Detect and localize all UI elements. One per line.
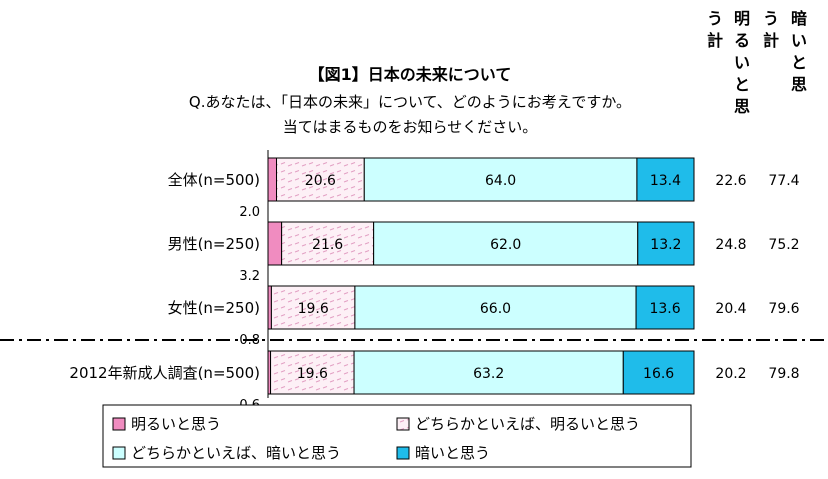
bright-total-column-header: 明るいと思 う計 [707,9,750,116]
bright-total-header-char: る [734,31,750,50]
bar-segment [267,285,272,330]
legend-swatch [112,446,126,460]
category-label: 女性(n=250) [168,299,260,317]
legend-swatch [396,417,410,431]
bar-segment [363,157,638,202]
chart-title: 【図1】日本の未来について [309,65,512,84]
bar-segment [637,221,695,266]
dark-total-header-char: 計 [763,31,779,50]
bar-segment [267,157,278,202]
bar-segment [270,350,355,395]
bar-segment [267,221,283,266]
data-label-small: 3.2 [239,269,260,284]
dark-total-header-char: い [791,31,807,50]
data-label: 21.6 [312,237,343,253]
category-label: 全体(n=500) [168,171,260,189]
bright-total-value: 20.2 [715,366,746,382]
bar-segment [635,285,695,330]
data-label: 19.6 [298,301,329,317]
legend-swatch [396,446,410,460]
legend-label: どちらかといえば、明るいと思う [415,415,640,433]
data-label: 64.0 [485,173,516,189]
data-label: 13.4 [650,173,681,189]
dark-total-column-header: 暗いと思 う計 [763,9,807,94]
dark-total-value: 79.6 [768,301,799,317]
bright-total-value: 22.6 [715,173,746,189]
category-label: 男性(n=250) [168,235,260,253]
plot-area: 全体(n=500) 2.0 20.6 64.0 13.4 22.6 77.4 男性(n=250… [69,150,800,413]
bright-total-header-char: い [734,53,750,72]
bright-total-value: 24.8 [715,237,746,253]
question-line-1: Q.あなたは、「日本の未来」について、どのようにお考えですか。 [189,93,631,111]
data-label: 13.2 [650,237,681,253]
legend-label: どちらかといえば、暗いと思う [131,444,341,462]
legend-label: 暗いと思う [415,444,490,462]
bright-total-header-char: 明 [734,9,750,28]
data-label-small: 2.0 [239,205,260,220]
bright-total-header-char: と [734,75,750,94]
dark-total-header-char: と [791,53,807,72]
bright-total-header-char: 思 [734,97,750,116]
data-label: 62.0 [490,237,521,253]
dark-total-header-char: 暗 [791,9,807,28]
bright-total-value: 20.4 [715,301,746,317]
data-label: 63.2 [473,366,504,382]
category-label: 2012年新成人調査(n=500) [69,364,260,382]
bar-segment [270,285,356,330]
data-label: 20.6 [305,173,336,189]
data-label: 66.0 [480,301,511,317]
bright-total-header-char: 計 [707,31,723,50]
bright-total-header-char: う [707,9,723,28]
data-label: 16.6 [643,366,674,382]
dark-total-header-char: う [763,9,779,28]
legend-swatch [112,417,126,431]
data-label: 19.6 [297,366,328,382]
dark-total-header-char: 思 [791,75,807,94]
bar-segment [353,350,624,395]
dark-total-value: 79.8 [768,366,799,382]
dark-total-value: 75.2 [768,237,799,253]
dark-total-value: 77.4 [768,173,799,189]
question-line-2: 当てはまるものをお知らせください。 [283,118,537,136]
bar-segment [636,157,695,202]
bar-segment [622,350,695,395]
data-label: 13.6 [649,301,680,317]
legend-label: 明るいと思う [131,415,221,433]
